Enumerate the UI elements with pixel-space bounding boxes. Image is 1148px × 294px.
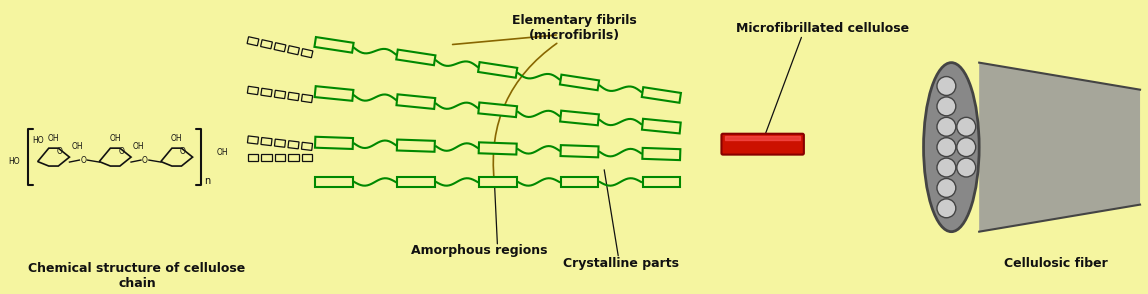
Polygon shape [262, 154, 272, 161]
Circle shape [937, 97, 956, 116]
Polygon shape [274, 154, 285, 161]
Polygon shape [979, 63, 1140, 232]
Polygon shape [38, 148, 69, 166]
Text: Cellulosic fiber: Cellulosic fiber [1003, 257, 1108, 270]
Polygon shape [315, 37, 354, 53]
Polygon shape [396, 94, 435, 109]
Polygon shape [560, 111, 599, 125]
Text: OH: OH [48, 134, 60, 143]
Polygon shape [642, 87, 681, 103]
Circle shape [937, 199, 956, 218]
Circle shape [937, 117, 956, 136]
Polygon shape [302, 142, 312, 151]
Polygon shape [301, 49, 313, 58]
Text: Crystalline parts: Crystalline parts [563, 257, 678, 270]
Circle shape [956, 138, 976, 157]
Text: O: O [80, 156, 86, 165]
Polygon shape [396, 50, 435, 65]
Text: O: O [142, 156, 148, 165]
Polygon shape [642, 119, 681, 133]
Text: Microfibrillated cellulose: Microfibrillated cellulose [736, 22, 909, 35]
Text: Chemical structure of cellulose
chain: Chemical structure of cellulose chain [29, 263, 246, 290]
Polygon shape [261, 138, 272, 146]
FancyBboxPatch shape [721, 134, 804, 155]
Polygon shape [274, 90, 286, 99]
Circle shape [937, 76, 956, 96]
Polygon shape [261, 40, 272, 49]
Circle shape [956, 158, 976, 177]
Text: HO: HO [32, 136, 44, 145]
Circle shape [937, 158, 956, 177]
Polygon shape [99, 148, 131, 166]
Polygon shape [248, 136, 258, 144]
Circle shape [956, 117, 976, 136]
Circle shape [937, 138, 956, 157]
Text: Elementary fibrils
(microfibrils): Elementary fibrils (microfibrils) [512, 14, 636, 42]
Polygon shape [288, 92, 300, 101]
Polygon shape [316, 177, 352, 187]
Polygon shape [560, 145, 598, 157]
Polygon shape [288, 141, 298, 149]
Polygon shape [560, 75, 599, 90]
Polygon shape [397, 140, 435, 152]
Polygon shape [315, 86, 354, 101]
Polygon shape [479, 142, 517, 155]
Polygon shape [643, 177, 681, 187]
Text: HO: HO [8, 157, 20, 166]
Polygon shape [274, 139, 286, 147]
Polygon shape [479, 177, 517, 187]
Ellipse shape [923, 63, 979, 232]
Text: OH: OH [133, 142, 145, 151]
Text: n: n [204, 176, 211, 186]
Polygon shape [288, 154, 298, 161]
Polygon shape [302, 94, 312, 103]
Text: O: O [118, 147, 124, 156]
Polygon shape [479, 103, 517, 117]
Polygon shape [247, 37, 258, 46]
Polygon shape [248, 154, 258, 161]
Polygon shape [397, 177, 435, 187]
Polygon shape [560, 177, 598, 187]
Polygon shape [643, 148, 681, 160]
Polygon shape [261, 88, 272, 97]
Polygon shape [478, 62, 518, 78]
Text: O: O [180, 147, 186, 156]
Text: Amorphous regions: Amorphous regions [411, 244, 548, 257]
Polygon shape [274, 43, 286, 52]
Text: OH: OH [109, 134, 121, 143]
Text: OH: OH [71, 142, 83, 151]
Text: OH: OH [217, 148, 228, 157]
Text: O: O [56, 147, 62, 156]
Polygon shape [315, 137, 354, 149]
Polygon shape [247, 86, 258, 95]
Polygon shape [288, 46, 300, 55]
Polygon shape [161, 148, 193, 166]
Polygon shape [302, 154, 312, 161]
Text: OH: OH [171, 134, 183, 143]
Circle shape [937, 178, 956, 197]
